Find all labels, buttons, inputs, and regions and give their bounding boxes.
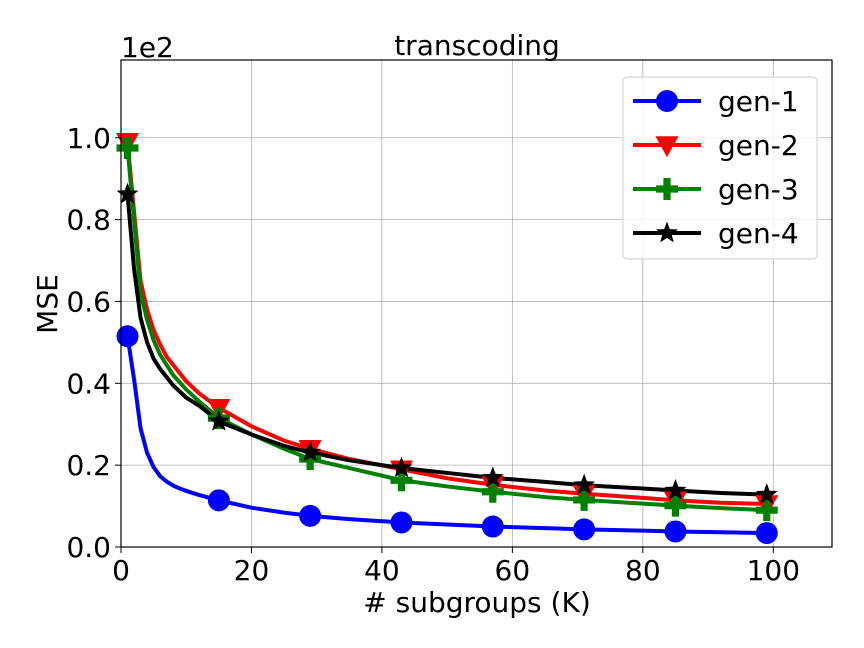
data-point-gen-3 [299,448,322,471]
data-point-gen-4 [207,409,230,431]
x-axis-label: # subgroups (K) [363,586,591,619]
y-axis-label: MSE [31,274,64,334]
series-line-gen-2 [125,139,769,507]
axis-ticks: 0 20 40 60 80 100 0.0 0.2 0.4 0.6 0.8 1.0 [66,122,800,587]
y-tick-label: 0.2 [66,449,111,482]
legend-label-gen-3: gen-3 [718,173,799,206]
y-tick-label: 0.8 [66,204,111,237]
x-tick-label: 100 [747,554,800,587]
x-tick-label: 40 [364,554,400,587]
y-tick-label: 1.0 [66,122,111,155]
data-point-gen-1 [116,325,139,348]
data-point-gen-1 [481,515,504,538]
data-point-gen-3 [755,499,778,522]
legend-label-gen-2: gen-2 [718,129,799,162]
data-point-gen-3 [664,494,687,517]
x-tick-label: 20 [234,554,270,587]
data-point-gen-1 [390,511,413,534]
plot-frame [120,59,833,548]
data-point-gen-1 [299,504,322,527]
y-axis-scale-label: 1e2 [121,31,174,64]
data-point-gen-3 [573,488,596,511]
legend-box [622,76,818,260]
data-point-gen-4 [481,466,504,488]
data-point-gen-3 [116,136,139,159]
legend: gen-1 gen-2 gen-3 gen-4 [622,76,818,260]
x-tick-label: 80 [625,554,661,587]
y-tick-label: 0.0 [66,531,111,564]
data-point-gen-1 [573,518,596,541]
legend-label-gen-1: gen-1 [718,85,799,118]
legend-marker-gen-3 [656,178,678,200]
chart-title: transcoding [394,29,560,62]
x-tick-label: 60 [495,554,531,587]
data-point-gen-4 [299,440,322,462]
data-point-gen-4 [664,478,687,500]
data-point-gen-1 [755,522,778,545]
data-point-gen-4 [116,182,139,204]
legend-marker-gen-4 [656,221,678,243]
series-markers [115,133,779,545]
data-point-gen-1 [664,520,687,543]
data-point-gen-4 [390,456,413,478]
data-point-gen-3 [390,469,413,492]
y-tick-label: 0.6 [66,285,111,318]
data-point-gen-3 [481,480,504,503]
legend-marker-gen-1 [656,90,678,112]
data-point-gen-4 [573,473,596,495]
y-tick-label: 0.4 [66,367,111,400]
legend-label-gen-4: gen-4 [718,217,799,250]
legend-marker-gen-2 [655,136,679,158]
data-point-gen-1 [207,489,230,512]
data-point-gen-4 [755,483,778,504]
x-tick-label: 0 [112,554,130,587]
